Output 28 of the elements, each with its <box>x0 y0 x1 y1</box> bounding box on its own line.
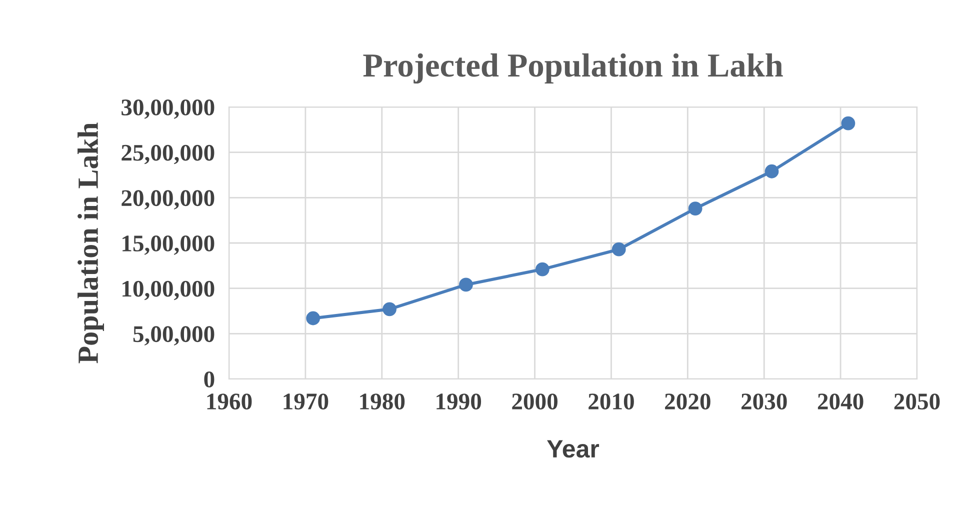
point <box>688 202 702 216</box>
x-tick-label: 2030 <box>741 394 787 410</box>
y-tick-label: 25,00,000 <box>122 144 214 164</box>
x-axis-title: Year <box>547 440 600 458</box>
y-tick-label: 10,00,000 <box>122 280 214 300</box>
x-tick-label: 2040 <box>818 394 864 410</box>
x-tick-label: 2000 <box>512 394 558 410</box>
x-tick-label: 2050 <box>894 394 940 410</box>
point <box>841 116 856 130</box>
y-axis-title: Population in Lakh <box>78 122 104 364</box>
point <box>306 311 320 326</box>
x-tick-label: 1970 <box>284 394 328 410</box>
point <box>382 302 396 316</box>
point <box>459 278 473 292</box>
x-tick-label: 1980 <box>360 394 405 410</box>
x-tick-label: 1990 <box>436 394 482 410</box>
x-tick-label: 2010 <box>588 394 634 410</box>
point <box>612 242 626 256</box>
y-tick-label: 0 <box>204 371 214 388</box>
chart-title: Projected Population in Lakh <box>363 53 783 84</box>
point <box>535 262 550 276</box>
point <box>764 164 779 178</box>
y-tick-label: 5,00,000 <box>133 326 214 346</box>
x-tick-label: 2020 <box>665 394 710 410</box>
y-tick-label: 15,00,000 <box>122 235 214 255</box>
x-tick-label: 1960 <box>207 394 252 410</box>
y-tick-label: 20,00,000 <box>122 190 214 210</box>
y-tick-label: 30,00,000 <box>122 99 214 119</box>
